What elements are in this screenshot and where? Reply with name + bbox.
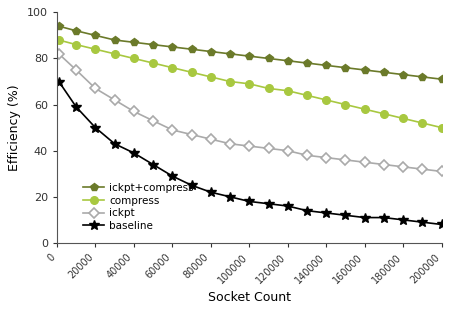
Legend: ickpt+compress, compress, ickpt, baseline: ickpt+compress, compress, ickpt, baselin… xyxy=(81,181,196,233)
X-axis label: Socket Count: Socket Count xyxy=(208,291,291,304)
Y-axis label: Efficiency (%): Efficiency (%) xyxy=(9,84,21,171)
